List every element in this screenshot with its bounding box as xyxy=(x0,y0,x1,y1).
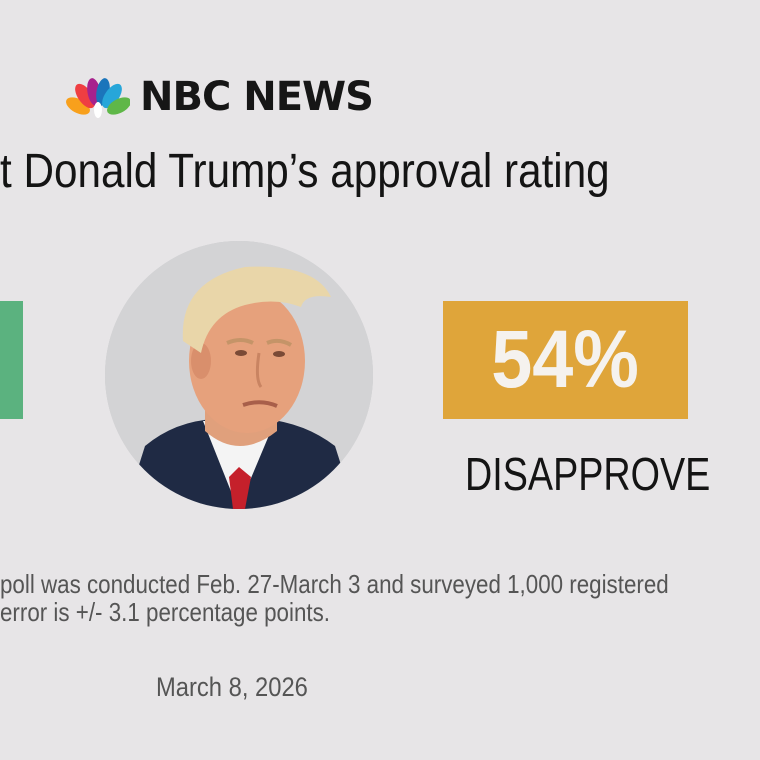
portrait-photo xyxy=(105,241,373,509)
footnote-line-1: poll was conducted Feb. 27-March 3 and s… xyxy=(0,569,669,599)
nbc-news-logo: NBC NEWS xyxy=(66,74,374,120)
date: March 8, 2026 xyxy=(156,672,308,702)
disapprove-label: DISAPPROVE xyxy=(465,448,711,500)
footnote-line-2: error is +/- 3.1 percentage points. xyxy=(0,597,330,627)
peacock-logo-icon xyxy=(66,78,130,118)
person-portrait-icon xyxy=(105,241,373,509)
brand-name: NBC NEWS xyxy=(140,74,374,120)
footnote: poll was conducted Feb. 27-March 3 and s… xyxy=(0,570,669,626)
headline: t Donald Trump’s approval rating xyxy=(0,145,610,198)
disapprove-box: 54% xyxy=(443,301,688,419)
approve-bar xyxy=(0,301,23,419)
disapprove-value: 54% xyxy=(491,314,640,405)
